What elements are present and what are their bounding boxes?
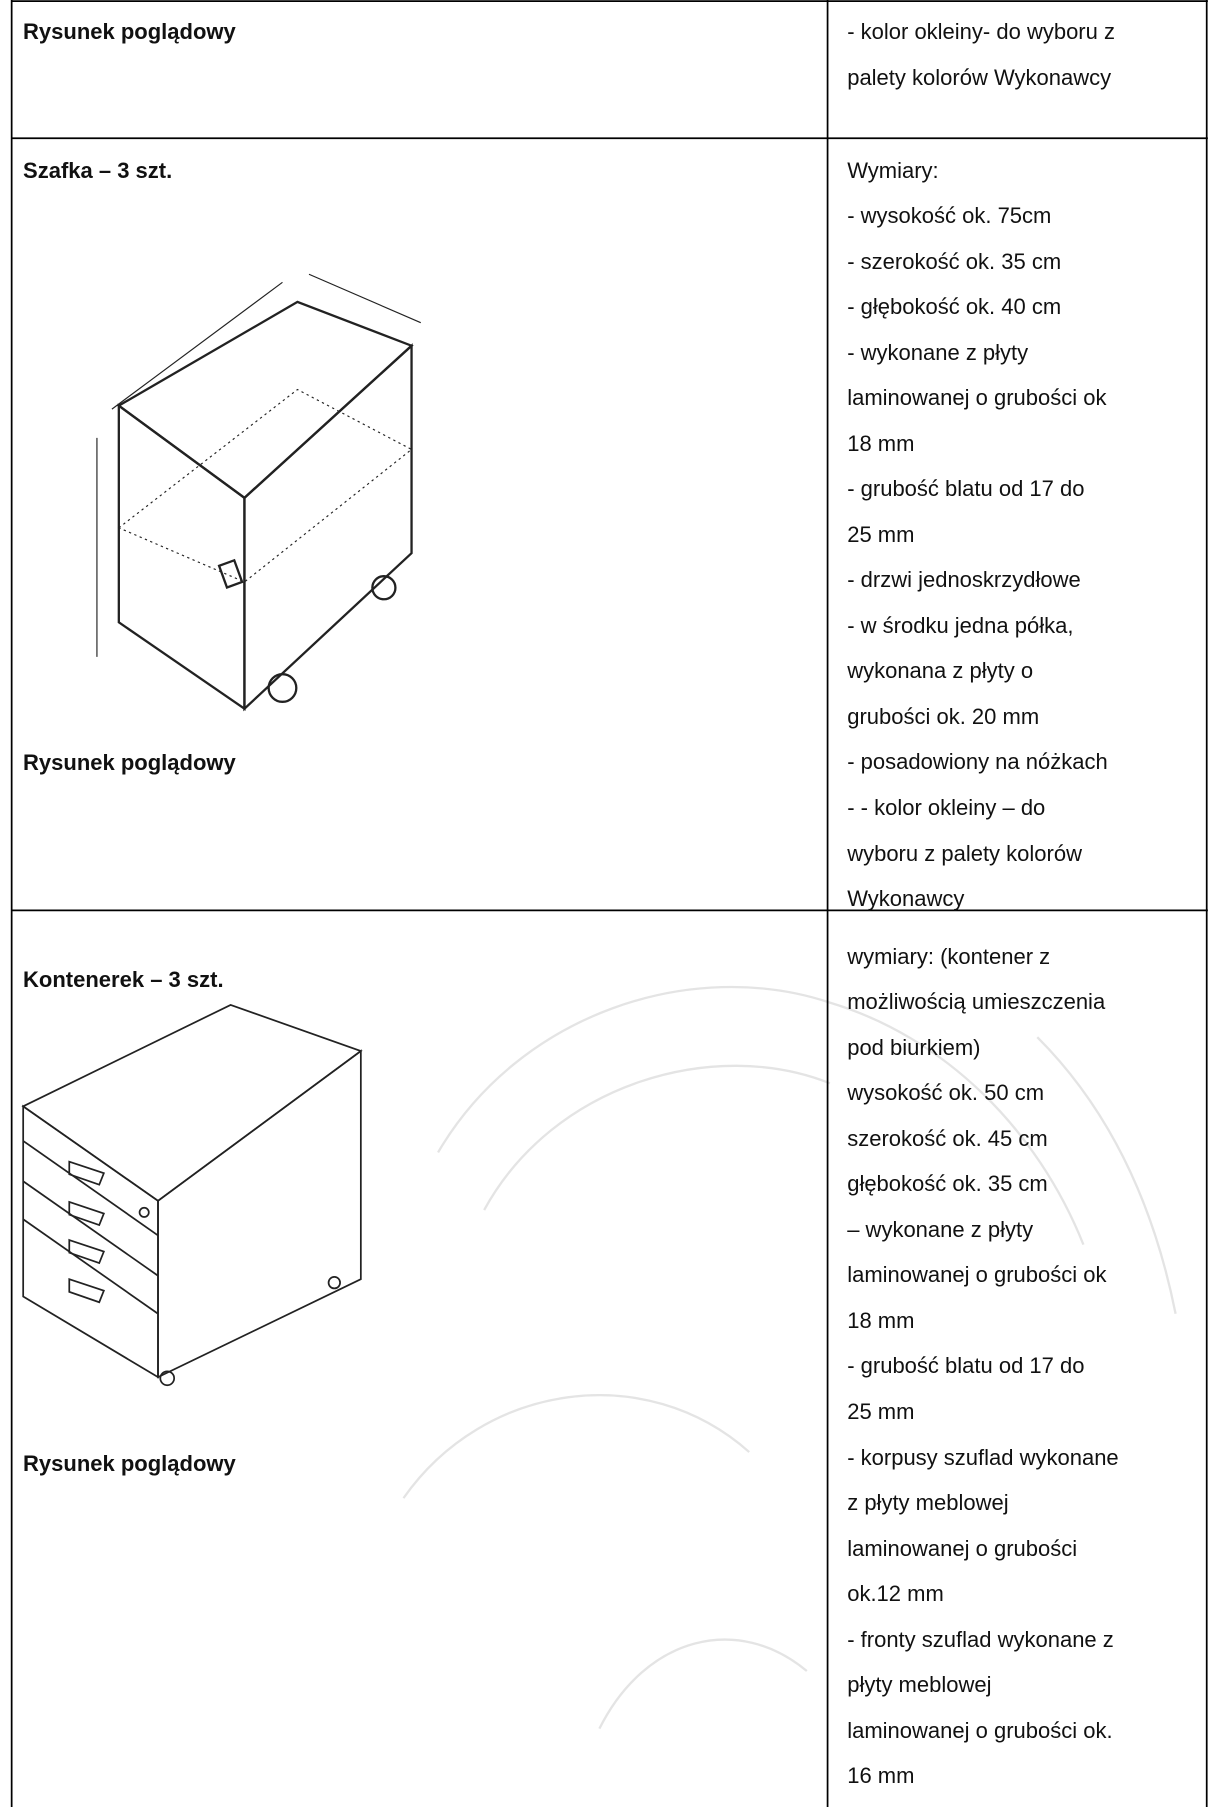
spec-line: - fronty szuflad wykonane z — [847, 1629, 1114, 1651]
spec-line: ok.12 mm — [847, 1583, 944, 1605]
spec-line: 18 mm — [847, 433, 914, 455]
spec-line: – wykonane z płyty — [847, 1219, 1033, 1241]
row-title: Rysunek poglądowy — [23, 21, 236, 43]
spec-line: - kolor okleiny- do wyboru z — [847, 21, 1115, 43]
spec-line: z płyty meblowej — [847, 1492, 1008, 1514]
spec-line: wymiary: (kontener z — [847, 946, 1050, 968]
spec-line: grubości ok. 20 mm — [847, 706, 1039, 728]
spec-line: laminowanej o grubości ok. — [847, 1720, 1112, 1742]
spec-line: - posadowiony na nóżkach — [847, 751, 1108, 773]
page: Rysunek poglądowy - kolor okleiny- do wyb… — [0, 0, 1208, 1807]
spec-line: palety kolorów Wykonawcy — [847, 67, 1111, 89]
spec-line: - - kolor okleiny – do — [847, 797, 1045, 819]
container-drawing — [23, 1005, 361, 1385]
spec-line: 18 mm — [847, 1310, 914, 1332]
spec-line: 25 mm — [847, 524, 914, 546]
spec-line: pod biurkiem) — [847, 1037, 980, 1059]
row-title: Szafka – 3 szt. — [23, 160, 172, 182]
spec-line: wysokość ok. 50 cm — [847, 1082, 1044, 1104]
row-title: Kontenerek – 3 szt. — [23, 969, 224, 991]
spec-line: głębokość ok. 35 cm — [847, 1173, 1048, 1195]
spec-line: - w środku jedna półka, — [847, 615, 1073, 637]
spec-line: wyboru z palety kolorów — [847, 843, 1082, 865]
spec-line: - szerokość ok. 35 cm — [847, 251, 1061, 273]
spec-line: - korpusy szuflad wykonane — [847, 1447, 1118, 1469]
spec-line: 16 mm — [847, 1765, 914, 1787]
spec-line: szerokość ok. 45 cm — [847, 1128, 1048, 1150]
cabinet-drawing — [97, 274, 421, 708]
spec-line: płyty meblowej — [847, 1674, 991, 1696]
spec-line: laminowanej o grubości ok — [847, 387, 1106, 409]
spec-line: możliwością umieszczenia — [847, 991, 1105, 1013]
spec-line: wykonana z płyty o — [847, 660, 1033, 682]
row-caption: Rysunek poglądowy — [23, 752, 236, 774]
spec-line: laminowanej o grubości ok — [847, 1264, 1106, 1286]
spec-line: - głębokość ok. 40 cm — [847, 296, 1061, 318]
spec-line: - grubość blatu od 17 do — [847, 478, 1084, 500]
spec-line: - drzwi jednoskrzydłowe — [847, 569, 1081, 591]
spec-line: - wysokość ok. 75cm — [847, 205, 1051, 227]
row-caption: Rysunek poglądowy — [23, 1453, 236, 1475]
spec-line: - wykonane z płyty — [847, 342, 1028, 364]
spec-line: Wymiary: — [847, 160, 938, 182]
spec-line: laminowanej o grubości — [847, 1538, 1077, 1560]
spec-line: 25 mm — [847, 1401, 914, 1423]
spec-line: - grubość blatu od 17 do — [847, 1355, 1084, 1377]
spec-line: Wykonawcy — [847, 888, 964, 910]
